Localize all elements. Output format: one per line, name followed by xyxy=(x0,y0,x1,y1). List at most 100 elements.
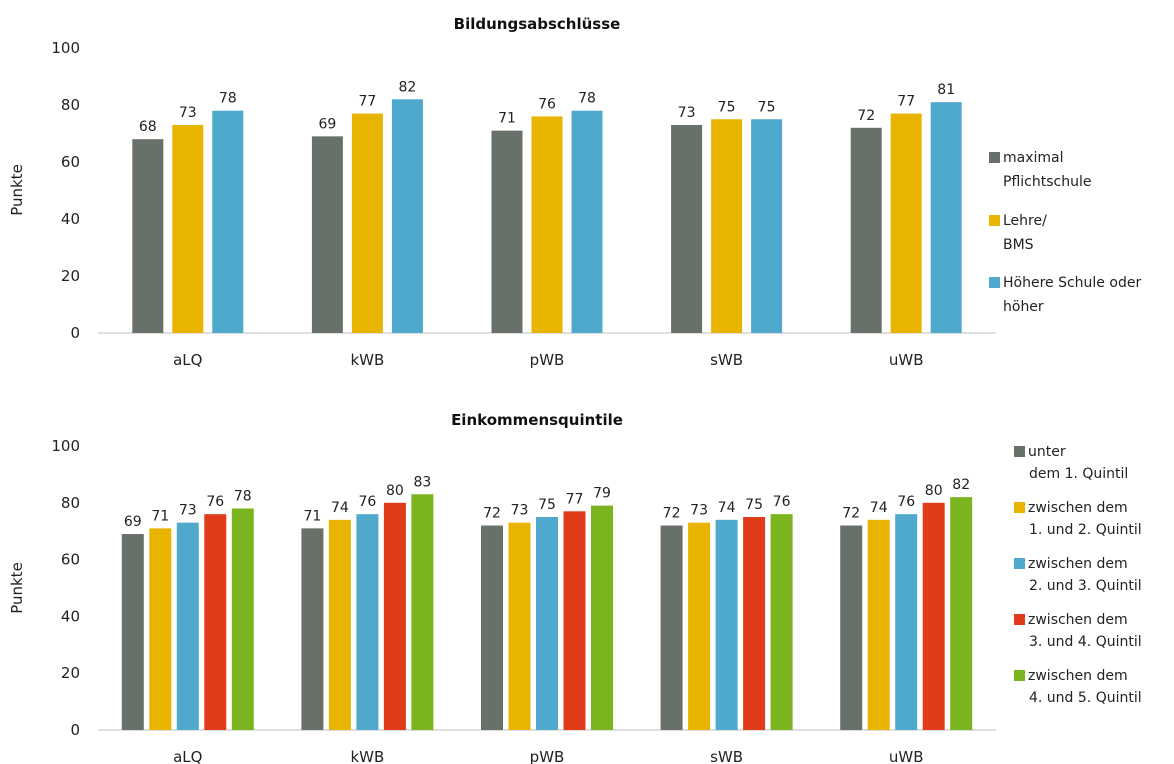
data-label: 77 xyxy=(358,94,376,110)
bar xyxy=(204,514,227,730)
data-label: 80 xyxy=(386,483,404,499)
bar xyxy=(922,502,945,730)
bar xyxy=(356,514,379,730)
bar xyxy=(328,519,351,730)
y-axis-label: Punkte xyxy=(8,562,26,614)
legend-label: maximal xyxy=(1003,150,1064,166)
y-tick-label: 80 xyxy=(61,96,80,114)
data-label: 76 xyxy=(206,494,224,510)
bar xyxy=(481,525,503,730)
bar xyxy=(508,522,531,730)
data-label: 75 xyxy=(745,497,763,513)
bar xyxy=(301,528,324,730)
bar xyxy=(571,110,603,333)
x-tick-label: pWB xyxy=(530,748,565,764)
data-label: 75 xyxy=(758,99,776,115)
bar xyxy=(591,505,613,730)
bar xyxy=(895,514,918,730)
bar xyxy=(176,522,199,730)
data-label: 74 xyxy=(718,500,736,516)
bar xyxy=(840,525,863,730)
bar xyxy=(711,119,743,333)
legend-label: 4. und 5. Quintil xyxy=(1029,690,1142,706)
legend-label: 3. und 4. Quintil xyxy=(1029,634,1142,650)
y-tick-label: 0 xyxy=(70,324,80,342)
bar xyxy=(231,508,254,730)
bar xyxy=(351,113,383,333)
data-label: 74 xyxy=(870,500,888,516)
legend-label: zwischen dem xyxy=(1028,668,1128,684)
x-tick-label: sWB xyxy=(710,351,743,369)
bar xyxy=(688,522,711,730)
data-label: 69 xyxy=(124,514,142,530)
bar xyxy=(491,130,523,333)
legend-label: Lehre/ xyxy=(1003,213,1047,229)
bar xyxy=(121,534,144,730)
bar xyxy=(743,517,766,730)
bar xyxy=(212,110,244,333)
data-label: 69 xyxy=(318,116,336,132)
data-label: 76 xyxy=(538,96,556,112)
bar xyxy=(149,528,172,730)
bar xyxy=(311,136,343,333)
legend-label: zwischen dem xyxy=(1028,500,1128,516)
data-label: 73 xyxy=(690,503,708,519)
data-label: 79 xyxy=(593,486,611,502)
legend-label: zwischen dem xyxy=(1028,612,1128,628)
legend-swatch xyxy=(989,215,1000,226)
legend-label: BMS xyxy=(1003,237,1034,253)
data-label: 76 xyxy=(773,494,791,510)
data-label: 72 xyxy=(842,506,860,522)
data-label: 72 xyxy=(857,108,875,124)
y-tick-label: 60 xyxy=(61,551,80,569)
data-label: 81 xyxy=(937,82,955,98)
y-tick-label: 80 xyxy=(61,494,80,512)
bar xyxy=(536,517,558,730)
x-tick-label: kWB xyxy=(350,748,384,764)
bar xyxy=(132,139,164,333)
bar xyxy=(950,497,973,730)
data-label: 82 xyxy=(398,79,416,95)
data-label: 78 xyxy=(578,91,596,107)
bar xyxy=(563,511,586,730)
bar xyxy=(671,124,703,333)
data-label: 72 xyxy=(663,506,681,522)
data-label: 73 xyxy=(179,105,197,121)
data-label: 75 xyxy=(718,99,736,115)
data-label: 77 xyxy=(897,94,915,110)
legend-swatch xyxy=(1014,446,1025,457)
bar xyxy=(890,113,922,333)
y-tick-label: 40 xyxy=(61,210,80,228)
data-label: 80 xyxy=(925,483,943,499)
x-tick-label: aLQ xyxy=(173,748,202,764)
bar xyxy=(660,525,683,730)
legend-label: höher xyxy=(1003,299,1044,315)
bar xyxy=(531,116,563,334)
x-tick-label: aLQ xyxy=(173,351,202,369)
data-label: 83 xyxy=(413,474,431,490)
data-label: 77 xyxy=(566,491,584,507)
x-tick-label: kWB xyxy=(350,351,384,369)
legend-label: 1. und 2. Quintil xyxy=(1029,522,1142,538)
legend-label: 2. und 3. Quintil xyxy=(1029,578,1142,594)
data-label: 73 xyxy=(511,503,529,519)
legend-label: zwischen dem xyxy=(1028,556,1128,572)
y-axis-label: Punkte xyxy=(8,164,26,216)
legend-swatch xyxy=(1014,670,1025,681)
legend-label: Höhere Schule oder xyxy=(1003,275,1141,291)
legend-swatch xyxy=(989,152,1000,163)
chart-title: Einkommensquintile xyxy=(451,411,623,429)
data-label: 76 xyxy=(897,494,915,510)
x-tick-label: uWB xyxy=(889,351,924,369)
data-label: 74 xyxy=(331,500,349,516)
chart-2: Einkommensquintile Punkte 0 20 40 60 80 100 69 71… xyxy=(8,411,1142,764)
data-label: 82 xyxy=(952,477,970,493)
bar xyxy=(391,99,423,333)
x-tick-label: pWB xyxy=(530,351,565,369)
y-tick-label: 20 xyxy=(61,267,80,285)
bar xyxy=(930,102,962,334)
data-label: 71 xyxy=(498,111,516,127)
data-label: 76 xyxy=(358,494,376,510)
chart-title: Bildungsabschlüsse xyxy=(454,15,621,33)
